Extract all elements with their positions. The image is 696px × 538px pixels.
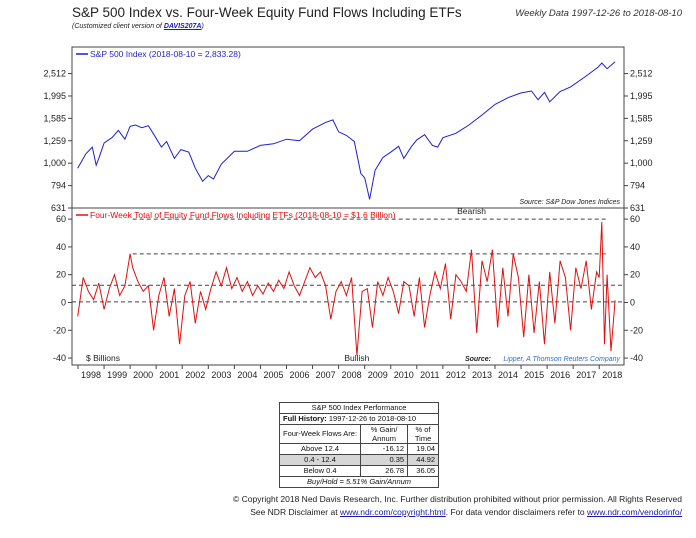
- bottom-panel-frame: [71, 207, 625, 366]
- chart-title: S&P 500 Index vs. Four-Week Equity Fund …: [72, 5, 462, 20]
- col-time-header: % of Time: [407, 424, 440, 444]
- row-label: Below 0.4: [278, 465, 362, 477]
- y-tick-label-left: 0: [61, 297, 66, 307]
- chart-svg: 631 631 794 794 1,000 1,000 1,259 1,259 1,585 1,5…: [43, 46, 653, 380]
- chart-subtitle: (Customized client version of DAVIS207A): [72, 23, 204, 30]
- subtitle-prefix: (Customized client version of: [72, 23, 164, 30]
- copyright-link[interactable]: www.ndr.com/copyright.html: [339, 507, 446, 517]
- y-tick-label-left: 1,585: [43, 113, 66, 123]
- x-tick-label: 2015: [524, 370, 544, 380]
- sp500-series-line: [77, 61, 616, 200]
- y-tick-label-right: 1,000: [630, 158, 653, 168]
- row-label: 0.4 - 12.4: [278, 454, 362, 466]
- disclaimer-line: See NDR Disclaimer at www.ndr.com/copyri…: [250, 507, 682, 517]
- bearish-annotation: Bearish: [457, 206, 486, 216]
- top-panel-frame: [71, 46, 625, 209]
- x-tick-label: 2014: [498, 370, 518, 380]
- y-tick-label-right: 0: [630, 297, 635, 307]
- y-tick-label-right: 794: [630, 181, 645, 191]
- y-tick-label-left: 1,259: [43, 136, 66, 146]
- y-tick-label-left: 631: [51, 203, 66, 213]
- subtitle-suffix: ): [201, 23, 204, 30]
- x-tick-label: 2007: [316, 370, 336, 380]
- row-gain: 0.35: [360, 454, 409, 466]
- history-label: Full History:: [283, 414, 327, 423]
- x-tick-label: 2002: [185, 370, 205, 380]
- row-gain: 26.78: [360, 465, 409, 477]
- sp500-legend-label: S&P 500 Index (2018-08-10 = 2,833.28): [90, 49, 241, 59]
- y-tick-label-left: 1,000: [43, 158, 66, 168]
- date-range-label: Weekly Data 1997-12-26 to 2018-08-10: [515, 8, 682, 19]
- x-tick-label: 2004: [237, 370, 257, 380]
- x-tick-label: 2013: [472, 370, 492, 380]
- units-label: $ Billions: [86, 353, 120, 363]
- x-tick-label: 2012: [446, 370, 466, 380]
- x-tick-label: 1999: [107, 370, 127, 380]
- y-tick-label-right: 2,512: [630, 69, 653, 79]
- x-tick-label: 2018: [602, 370, 622, 380]
- y-tick-label-left: 2,512: [43, 69, 66, 79]
- y-tick-label-left: -40: [53, 353, 66, 363]
- y-tick-label-right: 60: [630, 214, 640, 224]
- y-tick-label-left: -20: [53, 325, 66, 335]
- y-tick-label-left: 40: [56, 242, 66, 252]
- disclaimer-mid: . For data vendor disclaimers refer to: [445, 507, 588, 517]
- x-tick-label: 2003: [211, 370, 231, 380]
- x-tick-label: 2006: [290, 370, 310, 380]
- x-tick-label: 2017: [576, 370, 596, 380]
- x-tick-label: 1998: [81, 370, 101, 380]
- y-tick-label-left: 1,995: [43, 91, 66, 101]
- y-tick-label-right: 1,259: [630, 136, 653, 146]
- y-tick-label-right: 20: [630, 270, 640, 280]
- top-source-label: Source: S&P Dow Jones Indices: [519, 199, 620, 206]
- disclaimer-prefix: See NDR Disclaimer at: [250, 507, 340, 517]
- table-row: Below 0.4 26.78 36.05: [278, 465, 440, 477]
- x-tick-label: 2000: [133, 370, 153, 380]
- col-gain-header: % Gain/ Annum: [360, 424, 409, 444]
- fund-flows-series-line: [77, 221, 616, 356]
- y-tick-label-right: -40: [630, 353, 643, 363]
- row-header: Four-Week Flows Are:: [278, 424, 362, 444]
- table-row: Above 12.4 -16.12 19.04: [278, 443, 440, 455]
- row-time: 36.05: [407, 465, 440, 477]
- x-tick-label: 2001: [159, 370, 179, 380]
- copyright-line: © Copyright 2018 Ned Davis Research, Inc…: [233, 494, 682, 504]
- x-tick-label: 2008: [342, 370, 362, 380]
- x-tick-label: 2009: [368, 370, 388, 380]
- davis-link[interactable]: DAVIS207A: [163, 23, 202, 30]
- bottom-source-link: Lipper, A Thomson Reuters Company: [503, 356, 620, 363]
- y-tick-label-right: 40: [630, 242, 640, 252]
- y-tick-label-right: 631: [630, 203, 645, 213]
- bullish-annotation: Bullish: [344, 353, 369, 363]
- buy-hold: Buy/Hold = 5.51% Gain/Annum: [278, 476, 440, 488]
- flows-legend-label: Four-Week Total of Equity Fund Flows Inc…: [90, 210, 396, 220]
- y-tick-label-right: -20: [630, 325, 643, 335]
- table-row: 0.4 - 12.4 0.35 44.92: [278, 454, 440, 466]
- x-tick-label: 2016: [550, 370, 570, 380]
- row-time: 44.92: [407, 454, 440, 466]
- row-time: 19.04: [407, 443, 440, 455]
- x-tick-label: 2010: [394, 370, 414, 380]
- history-range: 1997-12-26 to 2018-08-10: [328, 414, 417, 423]
- y-tick-label-left: 60: [56, 214, 66, 224]
- row-gain: -16.12: [360, 443, 409, 455]
- y-tick-label-left: 20: [56, 270, 66, 280]
- table-history: Full History: 1997-12-26 to 2018-08-10: [278, 413, 440, 425]
- performance-table: S&P 500 Index Performance Full History: …: [278, 402, 440, 488]
- table-title: S&P 500 Index Performance: [278, 402, 440, 414]
- x-tick-label: 2011: [420, 370, 439, 380]
- bottom-source-prefix: Source:: [465, 356, 491, 363]
- y-tick-label-left: 794: [51, 181, 66, 191]
- x-tick-label: 2005: [263, 370, 283, 380]
- vendor-link[interactable]: www.ndr.com/vendorinfo/: [587, 507, 682, 517]
- row-label: Above 12.4: [278, 443, 362, 455]
- y-tick-label-right: 1,585: [630, 113, 653, 123]
- y-tick-label-right: 1,995: [630, 91, 653, 101]
